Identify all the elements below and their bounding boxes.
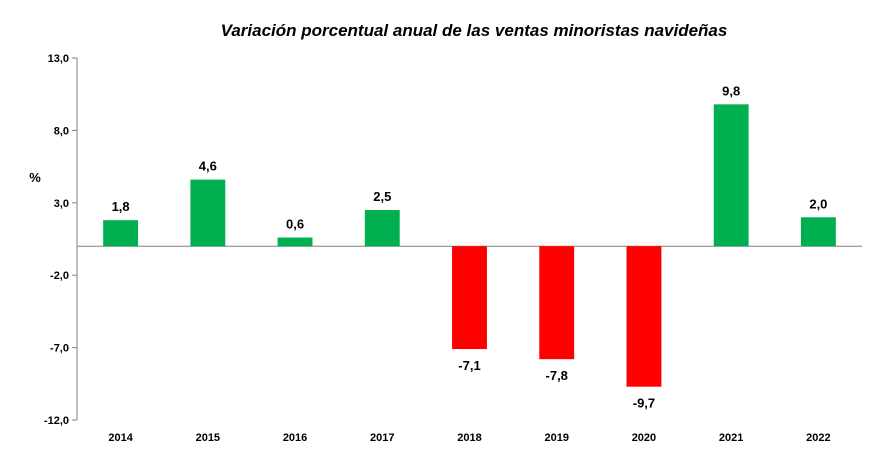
bar [713,104,749,247]
x-tick-label: 2020 [632,432,656,444]
data-label: 9,8 [722,83,740,98]
bar [452,246,487,350]
y-tick-label: 8,0 [54,125,69,137]
x-tick-label: 2018 [457,432,481,444]
bar [277,237,313,247]
x-tick-label: 2014 [108,432,133,444]
chart-title: Variación porcentual anual de las ventas… [221,21,728,40]
data-label: -7,8 [546,368,568,383]
bars [103,104,836,387]
bar [103,220,139,247]
x-tick-label: 2022 [806,432,830,444]
x-tick-label: 2016 [283,432,307,444]
data-label: 0,6 [286,217,304,232]
y-tick-label: -12,0 [44,415,69,427]
y-tick-label: -2,0 [50,270,69,282]
bar [190,179,226,247]
data-label: -7,1 [458,358,480,373]
data-label: 1,8 [112,199,130,214]
x-tick-label: 2017 [370,432,394,444]
x-tick-label: 2021 [719,432,743,444]
y-axis-label: % [29,170,41,185]
data-label: -9,7 [633,396,655,411]
bar [800,217,836,247]
data-labels: 1,8 4,6 0,6 2,5 -7,1 -7,8 -9,7 9,8 2,0 [112,83,828,410]
y-tick-label: 3,0 [54,198,69,210]
x-tick-label: 2015 [196,432,220,444]
y-tick-label: -7,0 [50,343,69,355]
x-tick-label: 2019 [544,432,568,444]
data-label: 2,5 [373,189,391,204]
data-label: 2,0 [809,196,827,211]
data-label: 4,6 [199,159,217,174]
y-tick-label: 13,0 [48,53,69,65]
bar [626,246,662,387]
bar [539,246,575,360]
bar [364,210,400,247]
